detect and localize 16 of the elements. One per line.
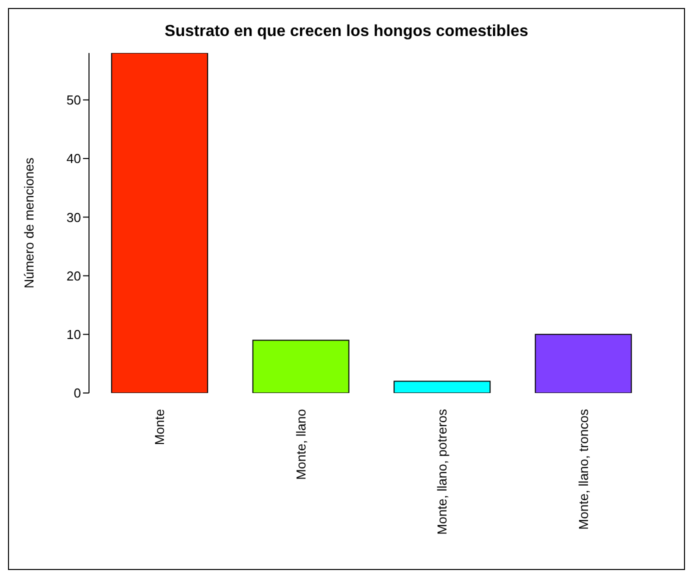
y-tick-label: 10 [66,326,81,342]
bar [394,380,491,393]
x-tick-label: Monte [152,409,168,446]
y-tick-label: 40 [66,151,81,166]
x-tick-label: Monte, llano [293,409,308,480]
y-tick-label: 30 [66,210,81,225]
x-tick-label: Monte, llano, troncos [576,408,591,530]
y-tick-label: 50 [66,92,81,108]
x-tick-label: Monte, llano, potreros [434,408,450,535]
y-tick-label: 20 [66,268,81,284]
y-tick-label: 0 [74,386,81,401]
chart-title: Sustrato en que crecen los hongos comestibles [164,23,530,42]
bar [534,334,632,393]
y-axis-title: Número de menciones [22,157,37,288]
bar [252,340,350,393]
bar [111,53,208,393]
